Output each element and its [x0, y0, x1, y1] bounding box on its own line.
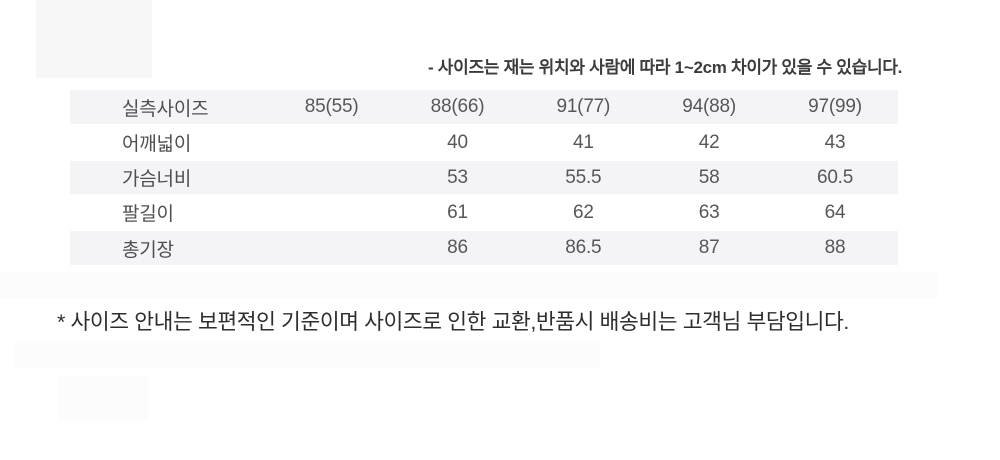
row-label: 팔길이: [122, 204, 174, 225]
size-table-header-row: 실측사이즈 85(55) 88(66) 91(77) 94(88) 97(99): [70, 90, 898, 125]
size-cell: 86: [447, 237, 468, 258]
size-cell: [269, 125, 395, 160]
size-cell: 63: [698, 201, 720, 223]
size-cell: 86.5: [565, 237, 602, 258]
size-cell: [269, 195, 395, 230]
size-column-header: 97(99): [808, 96, 862, 117]
size-cell: 53: [447, 166, 468, 188]
size-column-header: 91(77): [556, 96, 611, 117]
size-table: 실측사이즈 85(55) 88(66) 91(77) 94(88) 97(99)…: [70, 90, 898, 265]
size-cell: 43: [824, 131, 846, 153]
row-label: 총기장: [122, 239, 174, 261]
size-column-header: 88(66): [430, 96, 485, 117]
size-tolerance-note: - 사이즈는 재는 위치와 사람에 따라 1~2cm 차이가 있을 수 있습니다…: [428, 58, 903, 77]
size-cell: [269, 230, 395, 265]
size-cell: 88: [824, 237, 846, 258]
table-row-chest-width: 가슴너비 53 55.5 58 60.5: [70, 160, 898, 195]
row-label: 가슴너비: [122, 169, 192, 190]
row-label: 어깨넓이: [122, 134, 192, 155]
table-row-sleeve-length: 팔길이 61 62 63 64: [70, 195, 898, 230]
size-cell: 41: [572, 131, 594, 153]
size-table-header-label: 실측사이즈: [122, 98, 209, 120]
size-cell: 42: [698, 131, 720, 153]
table-row-total-length: 총기장 86 86.5 87 88: [70, 230, 898, 265]
exchange-policy-note: * 사이즈 안내는 보편적인 기준이며 사이즈로 인한 교환,반품시 배송비는 …: [57, 310, 849, 334]
size-cell: 61: [447, 201, 468, 223]
background-artifact: [0, 272, 937, 298]
size-column-header: 85(55): [304, 96, 359, 117]
size-cell: [269, 160, 395, 195]
background-artifact: [58, 376, 148, 421]
size-column-header: 94(88): [682, 96, 737, 117]
size-cell: 64: [824, 201, 846, 223]
size-cell: 55.5: [565, 166, 602, 188]
background-artifact: [36, 0, 152, 78]
size-cell: 60.5: [816, 166, 854, 188]
size-cell: 58: [698, 166, 720, 188]
size-cell: 62: [572, 201, 594, 223]
size-cell: 87: [698, 237, 720, 258]
background-artifact: [15, 341, 600, 368]
size-cell: 40: [447, 131, 468, 153]
table-row-shoulder-width: 어깨넓이 40 41 42 43: [70, 125, 898, 160]
